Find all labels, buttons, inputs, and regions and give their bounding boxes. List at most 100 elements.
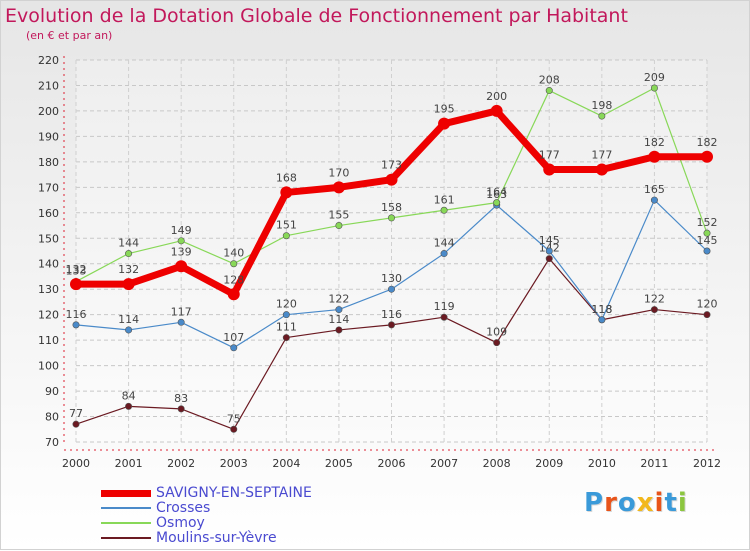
data-point: [438, 117, 451, 130]
data-point: [545, 255, 553, 263]
data-label: 109: [486, 326, 507, 339]
data-point: [177, 318, 185, 326]
data-label: 117: [171, 305, 192, 318]
legend-swatch: [101, 489, 151, 497]
data-point: [230, 344, 238, 352]
legend-label: Moulins-sur-Yèvre: [156, 530, 277, 546]
data-label: 144: [118, 237, 139, 250]
x-tick-label: 2008: [483, 457, 511, 470]
data-point: [72, 321, 80, 329]
data-point: [701, 150, 713, 163]
data-label: 133: [66, 265, 87, 278]
data-label: 182: [644, 136, 665, 149]
x-tick-label: 2005: [325, 457, 353, 470]
data-point: [125, 326, 133, 334]
data-label: 114: [328, 313, 349, 326]
logo-letter: P: [584, 488, 605, 518]
y-tick-label: 210: [38, 79, 59, 92]
data-point: [280, 186, 293, 199]
data-label: 168: [276, 171, 297, 184]
data-label: 173: [381, 159, 402, 172]
data-point: [440, 206, 448, 214]
data-point: [648, 150, 661, 163]
data-point: [335, 326, 343, 334]
data-point: [335, 222, 343, 230]
data-label: 170: [328, 166, 349, 179]
data-label: 107: [223, 331, 244, 344]
chart-title: Evolution de la Dotation Globale de Fonc…: [5, 5, 628, 27]
data-point: [125, 250, 133, 258]
x-tick-label: 2012: [693, 457, 721, 470]
y-tick-label: 130: [38, 283, 59, 296]
data-label: 122: [328, 293, 349, 306]
data-label: 195: [434, 103, 455, 116]
data-point: [493, 339, 501, 347]
data-point: [282, 232, 290, 240]
x-tick-label: 2009: [535, 457, 563, 470]
data-point: [490, 104, 503, 117]
data-label: 114: [118, 313, 139, 326]
data-label: 132: [66, 263, 87, 276]
data-point: [227, 288, 240, 301]
data-label: 140: [223, 247, 244, 260]
y-tick-label: 80: [45, 411, 59, 424]
y-tick-label: 90: [45, 385, 59, 398]
data-point: [175, 260, 188, 273]
data-label: 164: [486, 186, 507, 199]
logo-letter: x: [636, 488, 655, 518]
data-point: [230, 260, 238, 268]
y-tick-label: 220: [38, 54, 59, 67]
data-label: 111: [276, 321, 297, 334]
data-point: [440, 250, 448, 258]
data-label: 151: [276, 219, 297, 232]
x-tick-label: 2011: [640, 457, 668, 470]
y-tick-label: 200: [38, 105, 59, 118]
y-tick-label: 190: [38, 130, 59, 143]
data-point: [650, 306, 658, 314]
data-point: [493, 199, 501, 207]
logo-letter: i: [654, 488, 665, 518]
legend-label: Osmoy: [156, 515, 205, 531]
data-point: [387, 321, 395, 329]
data-label: 122: [644, 293, 665, 306]
data-label: 155: [328, 209, 349, 222]
data-point: [335, 306, 343, 314]
data-label: 149: [171, 224, 192, 237]
data-label: 119: [434, 300, 455, 313]
logo-letter: o: [617, 488, 637, 518]
data-point: [650, 196, 658, 204]
legend-swatch: [101, 522, 151, 524]
data-label: 152: [697, 216, 718, 229]
data-label: 132: [118, 263, 139, 276]
data-label: 118: [591, 303, 612, 316]
logo-letter: r: [604, 488, 618, 518]
legend-label: SAVIGNY-EN-SEPTAINE: [156, 485, 312, 501]
data-point: [282, 311, 290, 319]
data-point: [177, 237, 185, 245]
data-label: 130: [381, 272, 402, 285]
data-label: 209: [644, 71, 665, 84]
data-point: [332, 181, 345, 194]
data-point: [70, 278, 82, 291]
data-point: [545, 247, 553, 255]
logo-letter: i: [677, 488, 688, 518]
data-label: 139: [171, 245, 192, 258]
data-point: [122, 278, 135, 291]
logo-letter: t: [664, 488, 678, 518]
data-label: 144: [434, 237, 455, 250]
y-tick-label: 160: [38, 207, 59, 220]
data-point: [282, 334, 290, 342]
data-label: 77: [69, 407, 83, 420]
y-tick-label: 100: [38, 360, 59, 373]
data-point: [387, 285, 395, 293]
data-label: 84: [122, 389, 136, 402]
data-label: 158: [381, 201, 402, 214]
data-point: [545, 87, 553, 95]
y-tick-label: 170: [38, 181, 59, 194]
chart-subtitle: (en € et par an): [26, 29, 113, 42]
x-tick-label: 2006: [378, 457, 406, 470]
data-label: 177: [591, 149, 612, 162]
data-point: [703, 229, 711, 237]
